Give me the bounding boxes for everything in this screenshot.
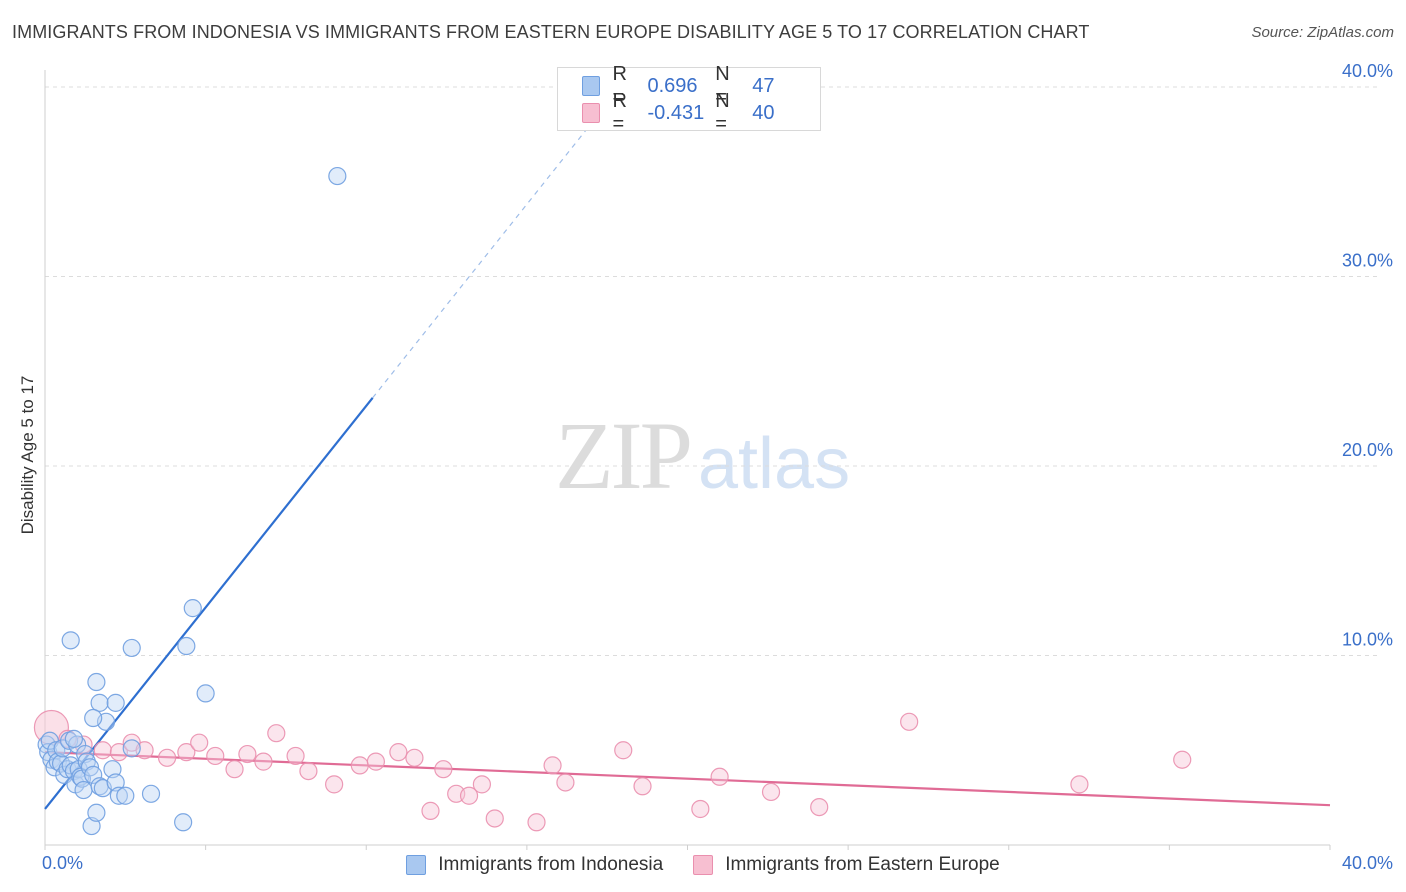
series-swatch-eastern-europe: [693, 855, 714, 875]
legend-n-label: N =: [715, 63, 730, 108]
x-tick-label: 40.0%: [1342, 853, 1393, 873]
point-eastern-europe: [93, 741, 112, 760]
trend-lines: [44, 123, 1331, 810]
axes: [44, 70, 1331, 850]
point-eastern-europe: [405, 748, 424, 767]
point-indonesia: [64, 729, 84, 748]
point-eastern-europe: [710, 767, 729, 786]
legend-r-label: R =: [612, 90, 627, 135]
point-indonesia: [174, 813, 193, 832]
chart-title: IMMIGRANTS FROM INDONESIA VS IMMIGRANTS …: [12, 22, 1090, 42]
point-indonesia: [328, 166, 347, 186]
point-eastern-europe: [761, 782, 781, 802]
legend-row-indonesia: R = 0.696 N = 47: [582, 63, 820, 108]
series-legend: Immigrants from Indonesia Immigrants fro…: [0, 852, 1406, 878]
legend-row-eastern-europe: R = -0.431 N = 40: [582, 90, 820, 135]
point-indonesia: [87, 672, 106, 692]
point-indonesia: [177, 636, 196, 656]
point-eastern-europe: [543, 756, 562, 775]
point-eastern-europe: [421, 801, 440, 820]
point-indonesia: [74, 780, 93, 800]
y-tick-label: 20.0%: [1342, 440, 1393, 460]
gridlines: [45, 86, 1380, 656]
point-eastern-europe: [459, 786, 479, 805]
point-eastern-europe: [157, 748, 177, 767]
point-eastern-europe: [633, 777, 652, 796]
point-eastern-europe: [286, 746, 305, 766]
legend-n-value-eastern-europe: 40: [752, 101, 775, 124]
source-credit: Source: ZipAtlas.com: [1251, 24, 1394, 41]
tick-labels: 10.0% 20.0% 30.0% 40.0% 0.0% 40.0%: [42, 61, 1393, 873]
trend-line-indonesia: [44, 397, 374, 810]
point-eastern-europe: [556, 773, 575, 792]
point-indonesia: [87, 803, 106, 822]
point-eastern-europe: [485, 809, 504, 828]
point-eastern-europe: [691, 799, 710, 819]
point-eastern-europe: [366, 752, 385, 771]
legend-swatch-indonesia: [582, 76, 601, 96]
x-tick-label: 0.0%: [42, 853, 83, 873]
point-eastern-europe: [472, 775, 491, 794]
legend-n-value-indonesia: 47: [752, 74, 775, 97]
correlation-legend: R = 0.696 N = 47 R = -0.431 N = 40: [557, 63, 821, 135]
point-indonesia: [122, 638, 141, 658]
series-label-indonesia: Immigrants from Indonesia: [438, 854, 664, 875]
point-eastern-europe: [810, 797, 829, 817]
legend-r-value-eastern-europe: -0.431: [647, 101, 705, 124]
y-tick-label: 30.0%: [1342, 251, 1393, 271]
data-points: [33, 166, 1192, 836]
y-tick-label: 40.0%: [1342, 61, 1393, 81]
point-indonesia: [90, 693, 109, 712]
y-tick-label: 10.0%: [1342, 630, 1393, 650]
point-eastern-europe: [299, 761, 318, 781]
legend-n-label: N =: [715, 90, 730, 135]
point-indonesia: [116, 786, 135, 805]
point-eastern-europe: [325, 775, 344, 794]
series-legend-eastern-europe[interactable]: Immigrants from Eastern Europe: [693, 854, 1000, 876]
point-eastern-europe: [225, 760, 244, 779]
point-eastern-europe: [206, 746, 225, 766]
point-eastern-europe: [190, 733, 209, 752]
point-indonesia: [122, 739, 141, 758]
point-indonesia: [141, 784, 161, 803]
legend-swatch-eastern-europe: [582, 103, 601, 123]
point-indonesia: [109, 786, 128, 805]
point-eastern-europe: [254, 752, 273, 771]
point-indonesia: [61, 631, 80, 650]
point-indonesia: [183, 599, 202, 618]
point-indonesia: [84, 765, 103, 784]
point-eastern-europe: [1173, 750, 1192, 769]
series-legend-indonesia[interactable]: Immigrants from Indonesia: [406, 854, 663, 876]
trend-line-eastern-europe: [44, 751, 1331, 807]
point-eastern-europe: [1070, 775, 1089, 794]
point-eastern-europe: [74, 735, 93, 754]
point-eastern-europe: [434, 760, 453, 779]
point-eastern-europe: [527, 813, 546, 832]
trend-line-extension: [372, 123, 592, 399]
point-indonesia: [196, 684, 215, 703]
legend-r-value-indonesia: 0.696: [647, 74, 698, 97]
point-eastern-europe: [350, 756, 369, 775]
point-eastern-europe: [900, 712, 919, 731]
point-indonesia: [106, 693, 125, 712]
point-indonesia: [84, 708, 103, 728]
point-eastern-europe: [177, 743, 196, 762]
point-eastern-europe: [614, 741, 633, 760]
legend-r-label: R =: [612, 63, 627, 108]
series-swatch-indonesia: [406, 855, 427, 875]
point-eastern-europe: [267, 724, 286, 743]
point-eastern-europe: [238, 744, 257, 764]
point-eastern-europe: [389, 743, 408, 762]
series-label-eastern-europe: Immigrants from Eastern Europe: [725, 854, 1000, 875]
